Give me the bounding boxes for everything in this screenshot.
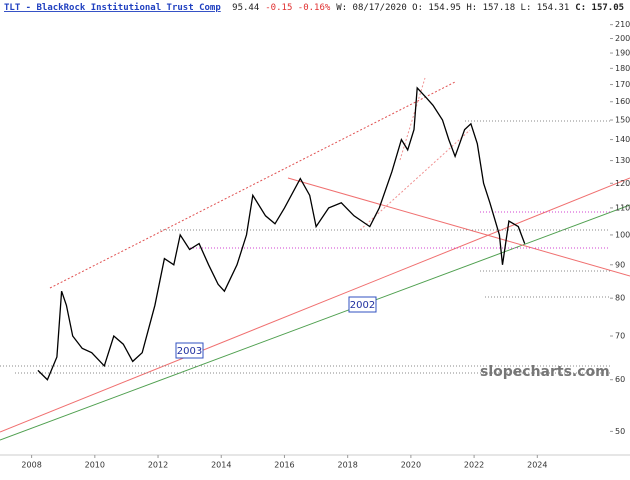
y-tick-label: 160	[615, 97, 630, 106]
annotation-box	[348, 296, 377, 313]
x-tick-label: 2014	[211, 461, 231, 470]
y-tick-label: 130	[615, 156, 630, 165]
annotation: 2003	[177, 346, 202, 357]
y-tick-label: 70	[615, 332, 625, 341]
x-tick-label: 2016	[274, 461, 294, 470]
x-tick-label: 2020	[401, 461, 421, 470]
y-tick-label: 210	[615, 20, 630, 29]
x-tick-label: 2012	[148, 461, 168, 470]
x-tick-label: 2018	[337, 461, 357, 470]
trendlines	[0, 77, 630, 441]
x-tick-label: 2008	[21, 461, 41, 470]
y-tick-label: 150	[615, 116, 630, 125]
channel-line	[49, 81, 456, 289]
y-tick-label: 190	[615, 49, 630, 58]
watermark: slopecharts.com	[480, 364, 610, 380]
annotation: 2002	[350, 300, 375, 311]
trendline	[0, 204, 630, 441]
annotation-box	[175, 342, 204, 359]
price-line	[37, 86, 526, 381]
quote-item: C: 157.05	[575, 3, 624, 13]
y-tick-label: 50	[615, 427, 625, 436]
quote-item: 95.44	[232, 3, 259, 13]
channel-line	[399, 77, 426, 161]
y-tick-label: 120	[615, 179, 630, 188]
x-tick-label: 2022	[464, 461, 484, 470]
y-tick-label: 80	[615, 294, 625, 303]
y-tick-label: 140	[615, 135, 630, 144]
y-tick-label: 100	[615, 230, 630, 239]
x-tick-label: 2010	[85, 461, 105, 470]
y-tick-label: 170	[615, 80, 630, 89]
y-tick-label: 200	[615, 34, 630, 43]
trendline	[287, 177, 630, 277]
chart-title: TLT - BlackRock Institutional Trust Comp	[4, 2, 221, 13]
y-tick-label: 60	[615, 375, 625, 384]
y-tick-label: 180	[615, 64, 630, 73]
x-tick-label: 2024	[527, 461, 547, 470]
quote-item: -0.15 -0.16%	[265, 3, 331, 13]
y-tick-label: 90	[615, 260, 625, 269]
header: TLT - BlackRock Institutional Trust Comp…	[4, 2, 630, 13]
channel-line	[359, 129, 471, 231]
trendline	[0, 177, 630, 433]
quote-item: W: 08/17/2020 O: 154.95 H: 157.18 L: 154…	[336, 3, 569, 13]
y-tick-label: 110	[615, 203, 630, 212]
